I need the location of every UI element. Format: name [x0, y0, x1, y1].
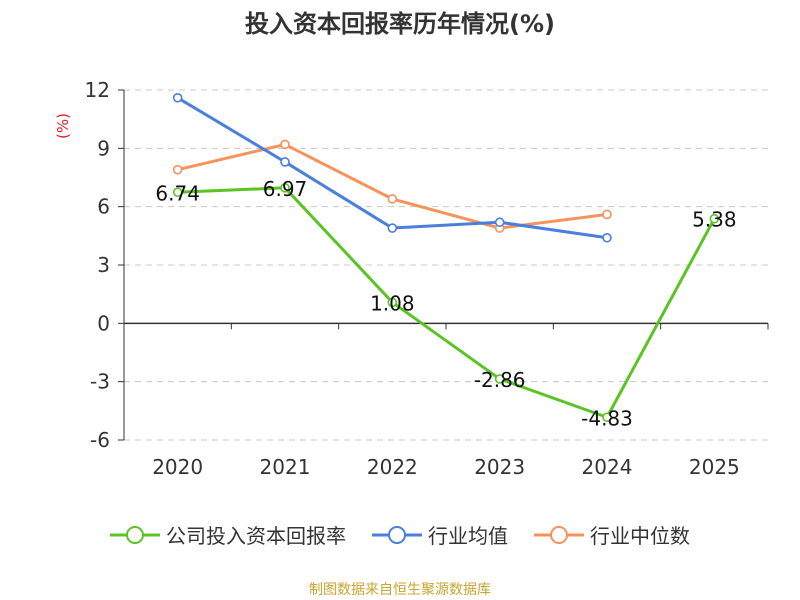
series-line-1	[176, 96, 608, 240]
legend-item-0[interactable]: 公司投入资本回报率	[110, 520, 346, 549]
data-point	[387, 223, 398, 233]
data-point	[172, 92, 183, 103]
y-tick-label: 3	[97, 253, 110, 277]
data-label: -2.86	[474, 368, 526, 392]
data-point	[172, 164, 183, 175]
x-tick-label: 2023	[474, 455, 525, 479]
legend-marker-icon	[110, 525, 160, 544]
x-tick-label: 2024	[582, 455, 633, 479]
x-tick-label: 2025	[689, 455, 740, 479]
x-tick-label: 2020	[152, 455, 203, 479]
legend-circle	[126, 525, 144, 544]
legend-label: 行业中位数	[590, 524, 690, 548]
data-point	[172, 187, 183, 198]
legend-circle	[550, 525, 568, 544]
legend-marker-icon	[372, 525, 422, 544]
data-point	[280, 183, 290, 193]
data-point	[387, 194, 398, 204]
data-label: 6.74	[155, 181, 200, 205]
legend-circle	[388, 525, 406, 544]
y-tick-label: 6	[97, 195, 110, 219]
chart-title: 投入资本回报率历年情况(%)	[245, 10, 555, 38]
legend-label: 公司投入资本回报率	[166, 524, 346, 548]
legend-item-1[interactable]: 行业均值	[372, 520, 508, 549]
source-note: 制图数据来自恒生聚源数据库	[309, 582, 491, 598]
data-label: 5.38	[692, 208, 737, 232]
legend: 公司投入资本回报率 行业均值 行业中位数	[0, 520, 800, 549]
legend-marker-icon	[534, 525, 584, 544]
series-line-2	[177, 142, 608, 230]
data-point	[494, 217, 505, 228]
y-axis-label: (%)	[54, 113, 72, 139]
series-line-0	[177, 186, 716, 419]
data-point	[494, 374, 505, 384]
x-tick-label: 2022	[367, 455, 418, 479]
x-tick-label: 2021	[260, 455, 311, 479]
legend-item-2[interactable]: 行业中位数	[534, 520, 690, 549]
data-point	[280, 139, 290, 150]
legend-label: 行业均值	[428, 524, 508, 548]
data-label: 1.08	[370, 291, 415, 315]
y-tick-label: 12	[85, 78, 110, 102]
data-point	[280, 157, 290, 167]
y-tick-label: -3	[90, 370, 110, 394]
data-label: 6.97	[263, 177, 308, 201]
data-point	[602, 232, 612, 243]
data-label: -4.83	[581, 406, 633, 430]
data-point	[602, 209, 612, 220]
y-tick-label: 0	[97, 311, 110, 335]
data-point	[387, 297, 398, 308]
y-tick-label: -6	[90, 428, 110, 452]
data-point	[602, 412, 612, 423]
y-tick-label: 9	[97, 136, 110, 160]
data-point	[709, 213, 720, 224]
